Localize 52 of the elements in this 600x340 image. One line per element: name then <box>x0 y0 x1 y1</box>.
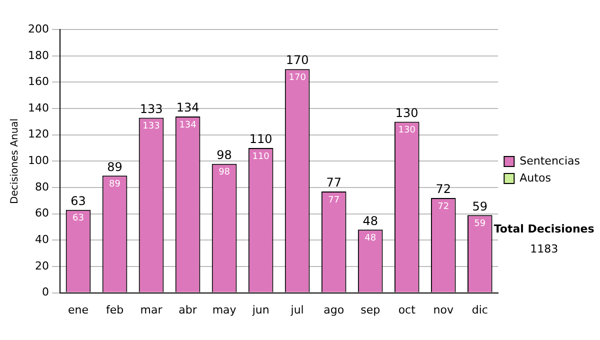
x-tick-label: sep <box>360 303 380 316</box>
total-label: 89 <box>107 160 122 174</box>
y-tick-label: 40 <box>34 233 49 246</box>
total-label: 63 <box>70 194 86 208</box>
legend-label: Sentencias <box>520 154 580 168</box>
data-label: 72 <box>438 202 450 212</box>
x-tick-label: may <box>212 303 237 316</box>
total-label: 133 <box>140 102 163 116</box>
total-label: 110 <box>249 132 272 146</box>
x-tick-label: ene <box>68 303 89 316</box>
total-label: 48 <box>362 214 378 228</box>
x-tick-label: mar <box>140 303 163 316</box>
y-tick-label: 160 <box>28 75 49 88</box>
data-label: 89 <box>109 180 121 190</box>
text: 1183 <box>530 242 558 256</box>
data-label: 110 <box>252 152 270 162</box>
y-axis-title: Decisiones Anual <box>10 118 21 204</box>
total-label: 98 <box>216 148 232 162</box>
x-tick-label: ago <box>324 303 344 316</box>
y-tick-label: 100 <box>28 154 49 168</box>
data-label: 130 <box>398 126 416 136</box>
data-label: 170 <box>288 72 306 83</box>
data-label: 133 <box>142 122 160 132</box>
x-tick-label: abr <box>178 303 198 316</box>
data-label: 98 <box>218 168 230 178</box>
y-tick-label: 200 <box>28 22 49 36</box>
y-tick-label: 140 <box>28 101 49 114</box>
legend-label: Autos <box>520 171 552 184</box>
data-label: 63 <box>72 214 84 224</box>
x-tick-label: oct <box>398 303 416 316</box>
x-tick-label: jun <box>251 303 270 316</box>
data-label: 77 <box>328 195 340 206</box>
y-tick-label: 20 <box>34 259 49 272</box>
total-label: 134 <box>176 100 200 115</box>
y-tick-label: 80 <box>34 180 49 194</box>
y-tick-label: 60 <box>34 206 49 220</box>
annotation: Total Decisiones <box>494 222 595 236</box>
total-label: 130 <box>395 106 418 120</box>
data-label: 134 <box>179 120 197 130</box>
x-tick-label: feb <box>106 303 124 316</box>
y-tick-label: 180 <box>28 48 49 62</box>
y-tick-label: 0 <box>42 286 49 299</box>
x-tick-label: nov <box>433 303 454 316</box>
y-tick-label: 120 <box>28 128 49 141</box>
total-label: 77 <box>326 176 342 190</box>
total-label: 72 <box>436 182 452 196</box>
total-label: 170 <box>286 53 309 68</box>
x-tick-label: jul <box>290 303 304 316</box>
data-label: 59 <box>474 219 486 229</box>
total-label: 59 <box>472 199 488 214</box>
data-label: 48 <box>364 233 376 244</box>
x-tick-label: dic <box>472 303 488 316</box>
